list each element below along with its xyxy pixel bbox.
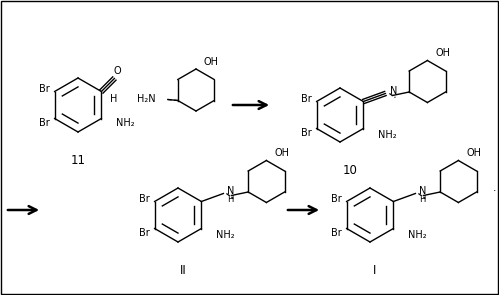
Text: Br: Br <box>331 227 342 237</box>
Text: O: O <box>114 66 121 76</box>
Text: · HCl: · HCl <box>494 186 499 196</box>
Text: NH₂: NH₂ <box>217 230 235 240</box>
Text: N: N <box>228 186 235 196</box>
Text: Br: Br <box>301 127 311 137</box>
Text: H₂N: H₂N <box>137 94 156 104</box>
Text: Br: Br <box>331 194 342 204</box>
Text: H: H <box>228 195 234 204</box>
Text: OH: OH <box>467 148 482 158</box>
Text: OH: OH <box>436 48 451 58</box>
Text: Br: Br <box>39 83 49 94</box>
Text: Br: Br <box>301 94 311 104</box>
Text: I: I <box>373 263 377 276</box>
Text: OH: OH <box>274 148 289 158</box>
Text: II: II <box>180 263 186 276</box>
Text: N: N <box>390 86 398 96</box>
Text: NH₂: NH₂ <box>378 130 397 140</box>
Text: OH: OH <box>204 57 219 67</box>
Text: Br: Br <box>39 117 49 127</box>
Text: Br: Br <box>139 227 150 237</box>
Text: NH₂: NH₂ <box>408 230 427 240</box>
Text: 10: 10 <box>342 163 357 176</box>
Text: H: H <box>110 94 117 104</box>
Text: H: H <box>419 195 426 204</box>
Text: N: N <box>419 186 427 196</box>
Text: NH₂: NH₂ <box>116 117 135 127</box>
Text: 11: 11 <box>70 153 85 166</box>
Text: Br: Br <box>139 194 150 204</box>
